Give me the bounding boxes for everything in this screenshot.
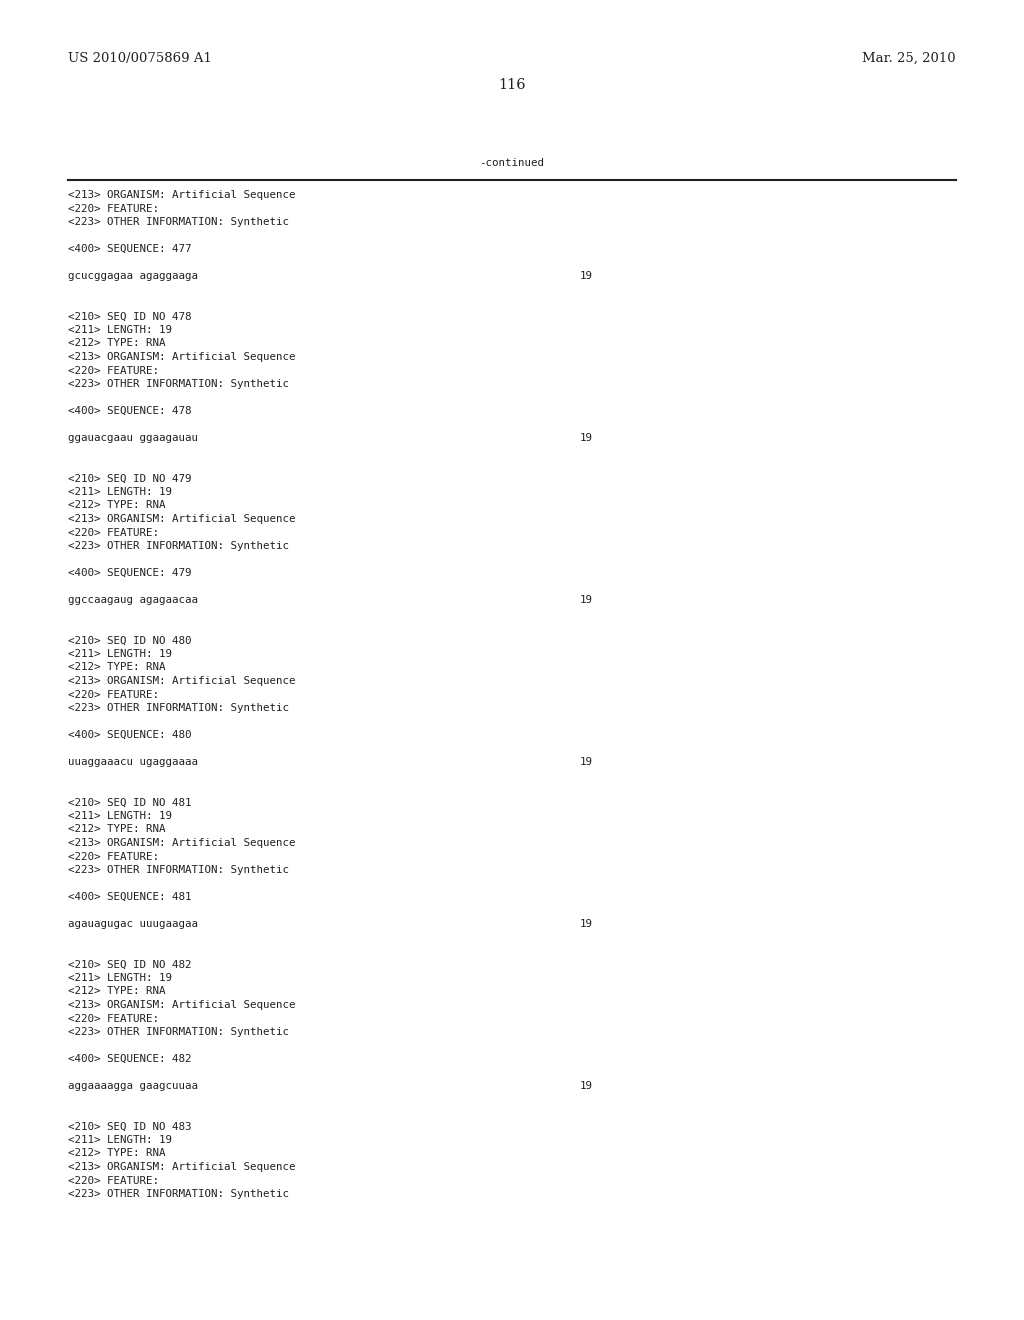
Text: <210> SEQ ID NO 481: <210> SEQ ID NO 481 bbox=[68, 797, 191, 808]
Text: <400> SEQUENCE: 482: <400> SEQUENCE: 482 bbox=[68, 1053, 191, 1064]
Text: 19: 19 bbox=[580, 919, 593, 929]
Text: <213> ORGANISM: Artificial Sequence: <213> ORGANISM: Artificial Sequence bbox=[68, 513, 296, 524]
Text: <220> FEATURE:: <220> FEATURE: bbox=[68, 1014, 159, 1023]
Text: agauagugac uuugaagaa: agauagugac uuugaagaa bbox=[68, 919, 198, 929]
Text: <213> ORGANISM: Artificial Sequence: <213> ORGANISM: Artificial Sequence bbox=[68, 190, 296, 201]
Text: <220> FEATURE:: <220> FEATURE: bbox=[68, 366, 159, 375]
Text: <212> TYPE: RNA: <212> TYPE: RNA bbox=[68, 1148, 166, 1159]
Text: <220> FEATURE:: <220> FEATURE: bbox=[68, 851, 159, 862]
Text: ggauacgaau ggaagauau: ggauacgaau ggaagauau bbox=[68, 433, 198, 444]
Text: <211> LENGTH: 19: <211> LENGTH: 19 bbox=[68, 1135, 172, 1144]
Text: <213> ORGANISM: Artificial Sequence: <213> ORGANISM: Artificial Sequence bbox=[68, 1162, 296, 1172]
Text: <211> LENGTH: 19: <211> LENGTH: 19 bbox=[68, 487, 172, 498]
Text: <400> SEQUENCE: 478: <400> SEQUENCE: 478 bbox=[68, 407, 191, 416]
Text: <400> SEQUENCE: 480: <400> SEQUENCE: 480 bbox=[68, 730, 191, 741]
Text: <211> LENGTH: 19: <211> LENGTH: 19 bbox=[68, 973, 172, 983]
Text: 19: 19 bbox=[580, 1081, 593, 1092]
Text: <211> LENGTH: 19: <211> LENGTH: 19 bbox=[68, 325, 172, 335]
Text: <210> SEQ ID NO 478: <210> SEQ ID NO 478 bbox=[68, 312, 191, 322]
Text: <210> SEQ ID NO 483: <210> SEQ ID NO 483 bbox=[68, 1122, 191, 1131]
Text: <400> SEQUENCE: 479: <400> SEQUENCE: 479 bbox=[68, 568, 191, 578]
Text: <223> OTHER INFORMATION: Synthetic: <223> OTHER INFORMATION: Synthetic bbox=[68, 865, 289, 875]
Text: aggaaaagga gaagcuuaa: aggaaaagga gaagcuuaa bbox=[68, 1081, 198, 1092]
Text: <223> OTHER INFORMATION: Synthetic: <223> OTHER INFORMATION: Synthetic bbox=[68, 379, 289, 389]
Text: <210> SEQ ID NO 480: <210> SEQ ID NO 480 bbox=[68, 635, 191, 645]
Text: gcucggagaa agaggaaga: gcucggagaa agaggaaga bbox=[68, 271, 198, 281]
Text: <211> LENGTH: 19: <211> LENGTH: 19 bbox=[68, 810, 172, 821]
Text: <223> OTHER INFORMATION: Synthetic: <223> OTHER INFORMATION: Synthetic bbox=[68, 1027, 289, 1038]
Text: <223> OTHER INFORMATION: Synthetic: <223> OTHER INFORMATION: Synthetic bbox=[68, 1189, 289, 1199]
Text: <212> TYPE: RNA: <212> TYPE: RNA bbox=[68, 663, 166, 672]
Text: <211> LENGTH: 19: <211> LENGTH: 19 bbox=[68, 649, 172, 659]
Text: 19: 19 bbox=[580, 433, 593, 444]
Text: 19: 19 bbox=[580, 271, 593, 281]
Text: 19: 19 bbox=[580, 595, 593, 605]
Text: <220> FEATURE:: <220> FEATURE: bbox=[68, 1176, 159, 1185]
Text: <213> ORGANISM: Artificial Sequence: <213> ORGANISM: Artificial Sequence bbox=[68, 838, 296, 847]
Text: ggccaagaug agagaacaa: ggccaagaug agagaacaa bbox=[68, 595, 198, 605]
Text: <212> TYPE: RNA: <212> TYPE: RNA bbox=[68, 500, 166, 511]
Text: <400> SEQUENCE: 481: <400> SEQUENCE: 481 bbox=[68, 892, 191, 902]
Text: <223> OTHER INFORMATION: Synthetic: <223> OTHER INFORMATION: Synthetic bbox=[68, 541, 289, 550]
Text: <210> SEQ ID NO 482: <210> SEQ ID NO 482 bbox=[68, 960, 191, 969]
Text: US 2010/0075869 A1: US 2010/0075869 A1 bbox=[68, 51, 212, 65]
Text: <400> SEQUENCE: 477: <400> SEQUENCE: 477 bbox=[68, 244, 191, 253]
Text: <210> SEQ ID NO 479: <210> SEQ ID NO 479 bbox=[68, 474, 191, 483]
Text: <220> FEATURE:: <220> FEATURE: bbox=[68, 689, 159, 700]
Text: <220> FEATURE:: <220> FEATURE: bbox=[68, 203, 159, 214]
Text: <213> ORGANISM: Artificial Sequence: <213> ORGANISM: Artificial Sequence bbox=[68, 1001, 296, 1010]
Text: <212> TYPE: RNA: <212> TYPE: RNA bbox=[68, 986, 166, 997]
Text: 19: 19 bbox=[580, 756, 593, 767]
Text: <213> ORGANISM: Artificial Sequence: <213> ORGANISM: Artificial Sequence bbox=[68, 352, 296, 362]
Text: <223> OTHER INFORMATION: Synthetic: <223> OTHER INFORMATION: Synthetic bbox=[68, 216, 289, 227]
Text: <223> OTHER INFORMATION: Synthetic: <223> OTHER INFORMATION: Synthetic bbox=[68, 704, 289, 713]
Text: -continued: -continued bbox=[479, 158, 545, 168]
Text: Mar. 25, 2010: Mar. 25, 2010 bbox=[862, 51, 956, 65]
Text: 116: 116 bbox=[499, 78, 525, 92]
Text: <213> ORGANISM: Artificial Sequence: <213> ORGANISM: Artificial Sequence bbox=[68, 676, 296, 686]
Text: <212> TYPE: RNA: <212> TYPE: RNA bbox=[68, 825, 166, 834]
Text: <212> TYPE: RNA: <212> TYPE: RNA bbox=[68, 338, 166, 348]
Text: uuaggaaacu ugaggaaaa: uuaggaaacu ugaggaaaa bbox=[68, 756, 198, 767]
Text: <220> FEATURE:: <220> FEATURE: bbox=[68, 528, 159, 537]
